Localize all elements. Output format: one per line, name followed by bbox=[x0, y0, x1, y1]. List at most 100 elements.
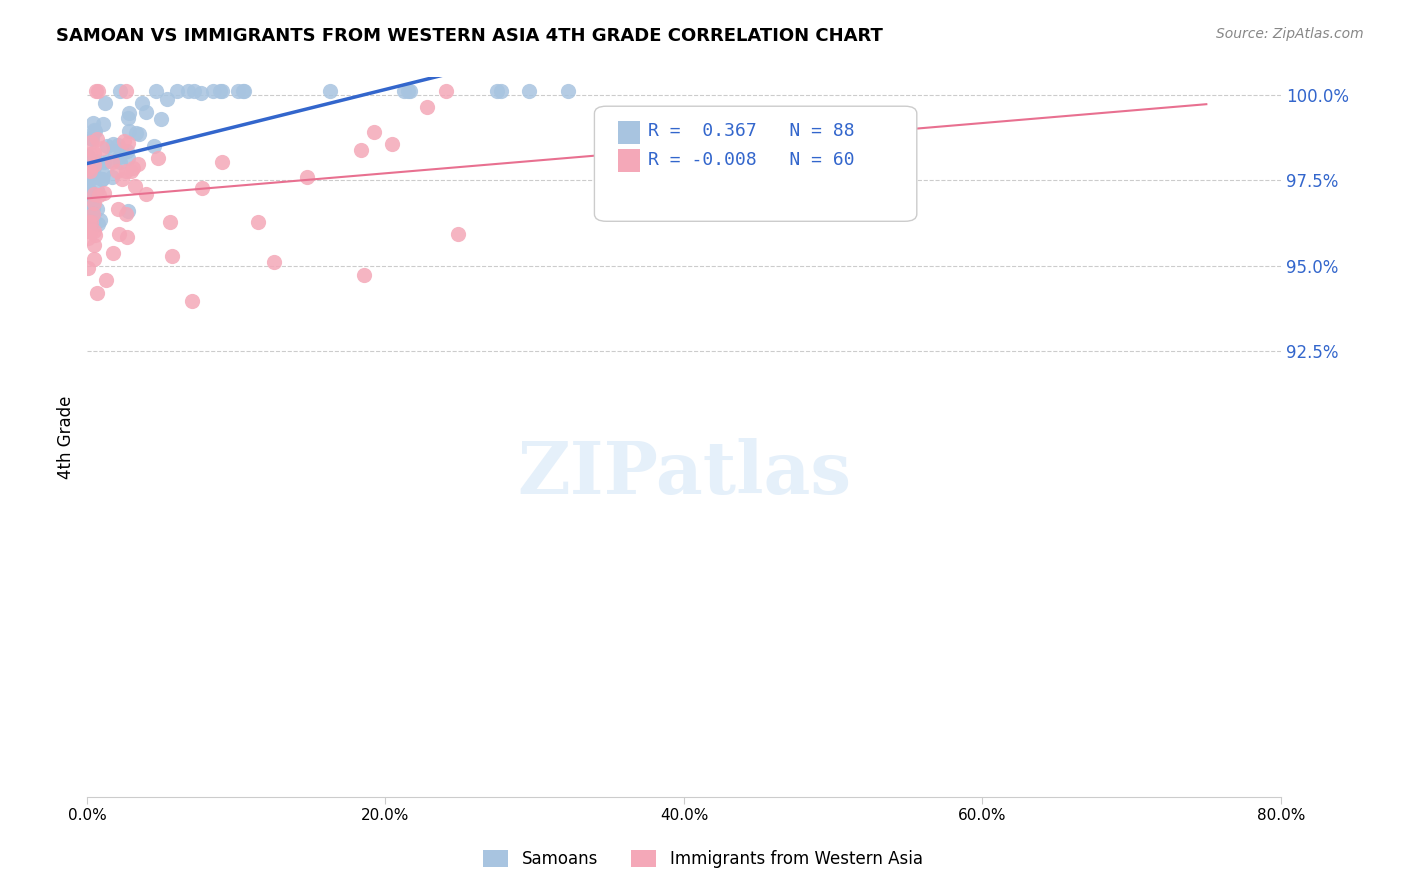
Point bbox=[93, 95, 115, 110]
Point bbox=[94, 273, 117, 287]
Point bbox=[485, 84, 508, 98]
Point bbox=[416, 100, 439, 114]
Legend: Samoans, Immigrants from Western Asia: Samoans, Immigrants from Western Asia bbox=[477, 843, 929, 875]
Point bbox=[84, 227, 107, 242]
Point bbox=[434, 84, 457, 98]
Point bbox=[86, 84, 108, 98]
Bar bbox=[619, 149, 640, 172]
Point bbox=[263, 255, 285, 269]
Point bbox=[108, 150, 131, 164]
Point bbox=[90, 141, 112, 155]
Point bbox=[114, 84, 136, 98]
Point bbox=[87, 84, 110, 98]
Point bbox=[146, 151, 169, 165]
Point bbox=[77, 169, 100, 184]
Point bbox=[82, 164, 104, 178]
Point bbox=[112, 134, 135, 148]
Point bbox=[79, 163, 101, 178]
Point bbox=[80, 167, 103, 181]
Point bbox=[108, 84, 131, 98]
Point bbox=[211, 84, 233, 98]
Point bbox=[131, 96, 153, 111]
Point bbox=[79, 224, 101, 238]
Point bbox=[201, 84, 224, 98]
Point bbox=[86, 183, 108, 197]
Point bbox=[82, 207, 104, 221]
Point bbox=[183, 84, 205, 98]
Point bbox=[117, 204, 139, 219]
Point bbox=[77, 180, 100, 194]
Point bbox=[83, 156, 105, 170]
Point bbox=[135, 187, 157, 202]
Point bbox=[77, 155, 100, 169]
Point bbox=[83, 123, 105, 137]
Point bbox=[91, 167, 114, 181]
Point bbox=[77, 161, 100, 176]
Point bbox=[79, 146, 101, 161]
Point bbox=[83, 187, 105, 202]
Point bbox=[86, 217, 108, 231]
Point bbox=[117, 112, 139, 126]
FancyBboxPatch shape bbox=[595, 106, 917, 221]
Point bbox=[101, 170, 124, 185]
Point bbox=[120, 164, 142, 178]
Point bbox=[107, 202, 129, 217]
Point bbox=[91, 172, 114, 186]
Point bbox=[118, 124, 141, 138]
Point bbox=[117, 151, 139, 165]
Text: R =  0.367   N = 88: R = 0.367 N = 88 bbox=[648, 122, 855, 140]
Point bbox=[101, 155, 124, 169]
Point bbox=[156, 92, 179, 106]
Point bbox=[209, 84, 232, 98]
Point bbox=[79, 185, 101, 199]
Text: ZIPatlas: ZIPatlas bbox=[517, 437, 851, 508]
Point bbox=[142, 139, 165, 153]
Point bbox=[517, 84, 540, 98]
Point bbox=[108, 227, 131, 241]
Point bbox=[77, 211, 100, 226]
Point bbox=[84, 170, 107, 185]
Point bbox=[353, 268, 375, 283]
Point bbox=[86, 132, 108, 146]
Point bbox=[79, 170, 101, 185]
Point bbox=[226, 84, 249, 98]
Point bbox=[82, 154, 104, 169]
Point bbox=[89, 212, 111, 227]
Point bbox=[127, 157, 149, 171]
Point bbox=[79, 197, 101, 211]
Point bbox=[124, 179, 146, 194]
Point bbox=[319, 84, 342, 98]
Point bbox=[82, 189, 104, 203]
Point bbox=[89, 188, 111, 202]
Point bbox=[96, 139, 118, 153]
Point bbox=[83, 196, 105, 211]
Point bbox=[77, 197, 100, 211]
Point bbox=[232, 84, 254, 98]
Point bbox=[149, 112, 172, 126]
Point bbox=[135, 105, 157, 120]
Point bbox=[350, 143, 373, 157]
Point bbox=[115, 206, 138, 220]
Point bbox=[128, 127, 150, 141]
Point bbox=[80, 191, 103, 205]
Point bbox=[84, 156, 107, 170]
Point bbox=[77, 201, 100, 215]
Point bbox=[103, 144, 125, 158]
Point bbox=[79, 164, 101, 178]
Point bbox=[83, 157, 105, 171]
Point bbox=[392, 84, 415, 98]
Point bbox=[181, 294, 204, 309]
Point bbox=[489, 84, 512, 98]
Point bbox=[77, 149, 100, 163]
Point bbox=[396, 84, 419, 98]
Text: R = -0.008   N = 60: R = -0.008 N = 60 bbox=[648, 151, 855, 169]
Point bbox=[77, 164, 100, 178]
Point bbox=[77, 224, 100, 238]
Point bbox=[83, 123, 105, 137]
Point bbox=[77, 213, 100, 227]
Point bbox=[101, 245, 124, 260]
Point bbox=[82, 132, 104, 146]
Point bbox=[82, 116, 104, 130]
Point bbox=[162, 249, 184, 263]
Point bbox=[447, 227, 470, 241]
